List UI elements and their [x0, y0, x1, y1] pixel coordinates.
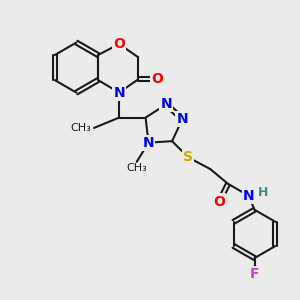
Text: O: O	[152, 72, 163, 86]
Text: O: O	[113, 37, 125, 51]
Text: N: N	[177, 112, 188, 126]
Text: S: S	[183, 150, 193, 164]
Text: O: O	[213, 194, 225, 208]
Text: CH₃: CH₃	[70, 123, 91, 133]
Text: N: N	[143, 136, 154, 150]
Text: N: N	[243, 189, 254, 202]
Text: N: N	[113, 85, 125, 100]
Text: H: H	[257, 186, 268, 199]
Text: N: N	[160, 98, 172, 111]
Text: F: F	[250, 267, 259, 281]
Text: CH₃: CH₃	[126, 163, 147, 173]
